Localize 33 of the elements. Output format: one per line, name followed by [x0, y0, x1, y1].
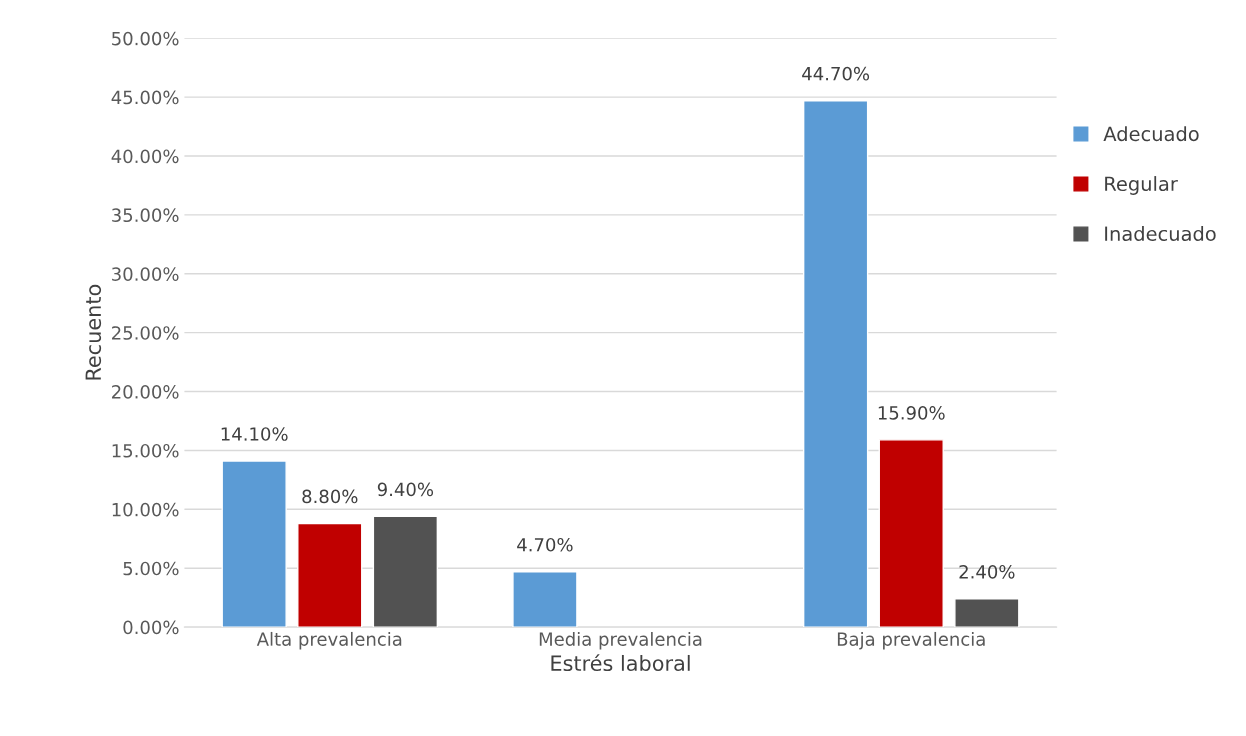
x-axis-title: Estrés laboral: [551, 654, 690, 672]
x-tick-label: Alta prevalencia: [256, 631, 402, 650]
bar: [802, 99, 869, 628]
data-label: 2.40%: [959, 564, 1015, 579]
x-tick-label: Media prevalencia: [539, 631, 702, 650]
y-tick-label: 30.00%: [112, 267, 179, 281]
y-tick-label: 20.00%: [112, 385, 179, 399]
y-tick-label: 15.00%: [112, 443, 179, 458]
data-label: 44.70%: [802, 66, 870, 81]
y-tick-label: 35.00%: [112, 208, 179, 223]
bar: [512, 571, 578, 628]
bar: [221, 460, 287, 628]
y-tick-label: 5.00%: [123, 561, 179, 576]
legend-label: Adecuado: [1103, 126, 1199, 142]
data-label: 4.70%: [517, 537, 573, 552]
bar: [954, 598, 1020, 628]
y-tick-label: 25.00%: [112, 326, 179, 340]
data-label: 15.90%: [878, 406, 945, 420]
y-tick-label: 10.00%: [112, 502, 179, 517]
data-label: 14.10%: [221, 427, 288, 441]
y-tick-label: 0.00%: [123, 620, 179, 635]
y-tick-label: 50.00%: [112, 31, 179, 46]
legend-label: Regular: [1105, 176, 1178, 195]
legend-label: Inadecuado: [1105, 225, 1216, 242]
bar: [878, 439, 944, 628]
y-tick-label: 45.00%: [111, 90, 179, 105]
x-tick-label: Baja prevalencia: [837, 631, 985, 650]
data-label: 9.40%: [377, 482, 434, 497]
bar: [297, 522, 363, 628]
y-axis-title: Recuento: [85, 284, 102, 380]
y-tick-label: 40.00%: [111, 149, 179, 164]
data-label: 8.80%: [302, 489, 358, 504]
bar: [372, 515, 439, 628]
